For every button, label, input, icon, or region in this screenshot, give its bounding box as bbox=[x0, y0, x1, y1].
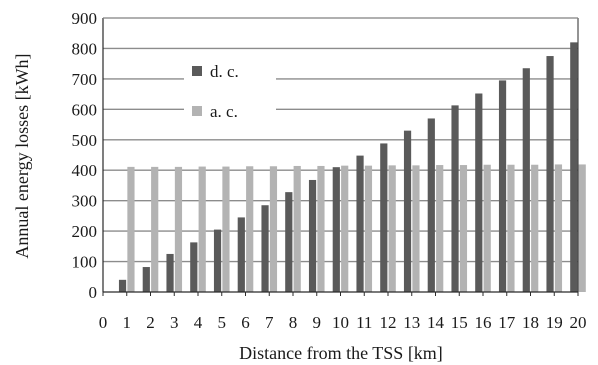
bar-ac-5 bbox=[222, 166, 230, 292]
bar-ac-8 bbox=[293, 165, 301, 292]
bar-ac-19 bbox=[554, 164, 563, 292]
x-tick-label: 20 bbox=[570, 313, 587, 332]
gridlines bbox=[103, 17, 578, 263]
bar-ac-17 bbox=[507, 164, 515, 292]
bar-dc-3 bbox=[166, 253, 174, 292]
bar-dc-20 bbox=[570, 42, 578, 292]
bar-ac-3 bbox=[174, 166, 183, 292]
bar-ac-12 bbox=[388, 165, 396, 292]
legend-label-dc: d. c. bbox=[210, 62, 239, 81]
bar-ac-13 bbox=[412, 165, 420, 292]
bar-dc-9 bbox=[308, 179, 317, 292]
bar-dc-17 bbox=[498, 80, 507, 293]
y-tick-label: 200 bbox=[72, 222, 98, 241]
x-tick-label: 16 bbox=[475, 313, 492, 332]
bar-ac-7 bbox=[269, 166, 278, 292]
y-tick-label: 300 bbox=[72, 192, 98, 211]
bar-dc-4 bbox=[190, 242, 198, 292]
bar-ac-2 bbox=[151, 166, 159, 292]
legend-swatch-dc bbox=[192, 66, 202, 76]
x-tick-label: 5 bbox=[218, 313, 227, 332]
x-tick-label: 7 bbox=[265, 313, 274, 332]
bar-dc-10 bbox=[332, 167, 340, 292]
bar-dc-16 bbox=[475, 93, 483, 292]
x-tick-label: 8 bbox=[289, 313, 298, 332]
y-tick-label: 400 bbox=[72, 161, 98, 180]
bars bbox=[118, 42, 586, 293]
x-tick-label: 1 bbox=[123, 313, 132, 332]
bar-ac-18 bbox=[531, 164, 539, 292]
bar-ac-16 bbox=[483, 164, 491, 292]
bar-ac-4 bbox=[198, 166, 206, 292]
x-tick-label: 17 bbox=[498, 313, 516, 332]
legend: d. c. a. c. bbox=[184, 60, 276, 124]
bar-dc-15 bbox=[451, 105, 459, 293]
bar-dc-18 bbox=[522, 68, 530, 292]
legend-label-ac: a. c. bbox=[210, 102, 238, 121]
x-tick-label: 6 bbox=[241, 313, 250, 332]
x-tick-label: 2 bbox=[146, 313, 155, 332]
bar-ac-11 bbox=[364, 165, 373, 292]
x-tick-label: 10 bbox=[332, 313, 349, 332]
y-tick-label: 900 bbox=[72, 9, 98, 28]
x-tick-label: 13 bbox=[403, 313, 420, 332]
bar-ac-9 bbox=[317, 165, 325, 292]
bar-dc-2 bbox=[142, 267, 150, 292]
x-tick-label: 19 bbox=[546, 313, 563, 332]
y-tick-label: 800 bbox=[72, 39, 98, 58]
bar-ac-20 bbox=[578, 164, 586, 292]
y-axis-title: Annual energy losses [kWh] bbox=[12, 53, 32, 258]
y-tick-label: 100 bbox=[72, 253, 98, 272]
legend-swatch-ac bbox=[192, 106, 202, 116]
y-tick-label: 600 bbox=[72, 100, 98, 119]
x-tick-label: 12 bbox=[380, 313, 397, 332]
x-tick-label: 14 bbox=[427, 313, 445, 332]
x-tick-label: 4 bbox=[194, 313, 203, 332]
bar-dc-8 bbox=[285, 192, 293, 292]
bar-dc-6 bbox=[237, 217, 245, 292]
bar-ac-10 bbox=[341, 165, 349, 292]
bar-ac-14 bbox=[436, 165, 444, 292]
bar-ac-15 bbox=[459, 165, 468, 292]
y-tick-label: 0 bbox=[89, 283, 98, 302]
x-tick-label: 9 bbox=[313, 313, 322, 332]
bar-dc-12 bbox=[380, 143, 388, 292]
x-axis-title: Distance from the TSS [km] bbox=[239, 343, 443, 363]
x-tick-label: 0 bbox=[99, 313, 108, 332]
x-tick-label: 3 bbox=[170, 313, 179, 332]
bar-dc-19 bbox=[546, 56, 554, 292]
bar-dc-11 bbox=[356, 155, 364, 292]
bar-dc-1 bbox=[118, 279, 127, 292]
bar-dc-13 bbox=[403, 130, 412, 292]
x-tick-label: 15 bbox=[451, 313, 468, 332]
x-tick-label: 11 bbox=[356, 313, 372, 332]
bar-dc-5 bbox=[213, 229, 222, 292]
bar-dc-14 bbox=[427, 118, 435, 292]
bar-dc-7 bbox=[261, 205, 269, 292]
y-tick-label: 500 bbox=[72, 131, 98, 150]
bar-ac-6 bbox=[246, 166, 254, 292]
x-tick-label: 18 bbox=[522, 313, 539, 332]
y-tick-label: 700 bbox=[72, 70, 98, 89]
bar-ac-1 bbox=[127, 166, 135, 292]
